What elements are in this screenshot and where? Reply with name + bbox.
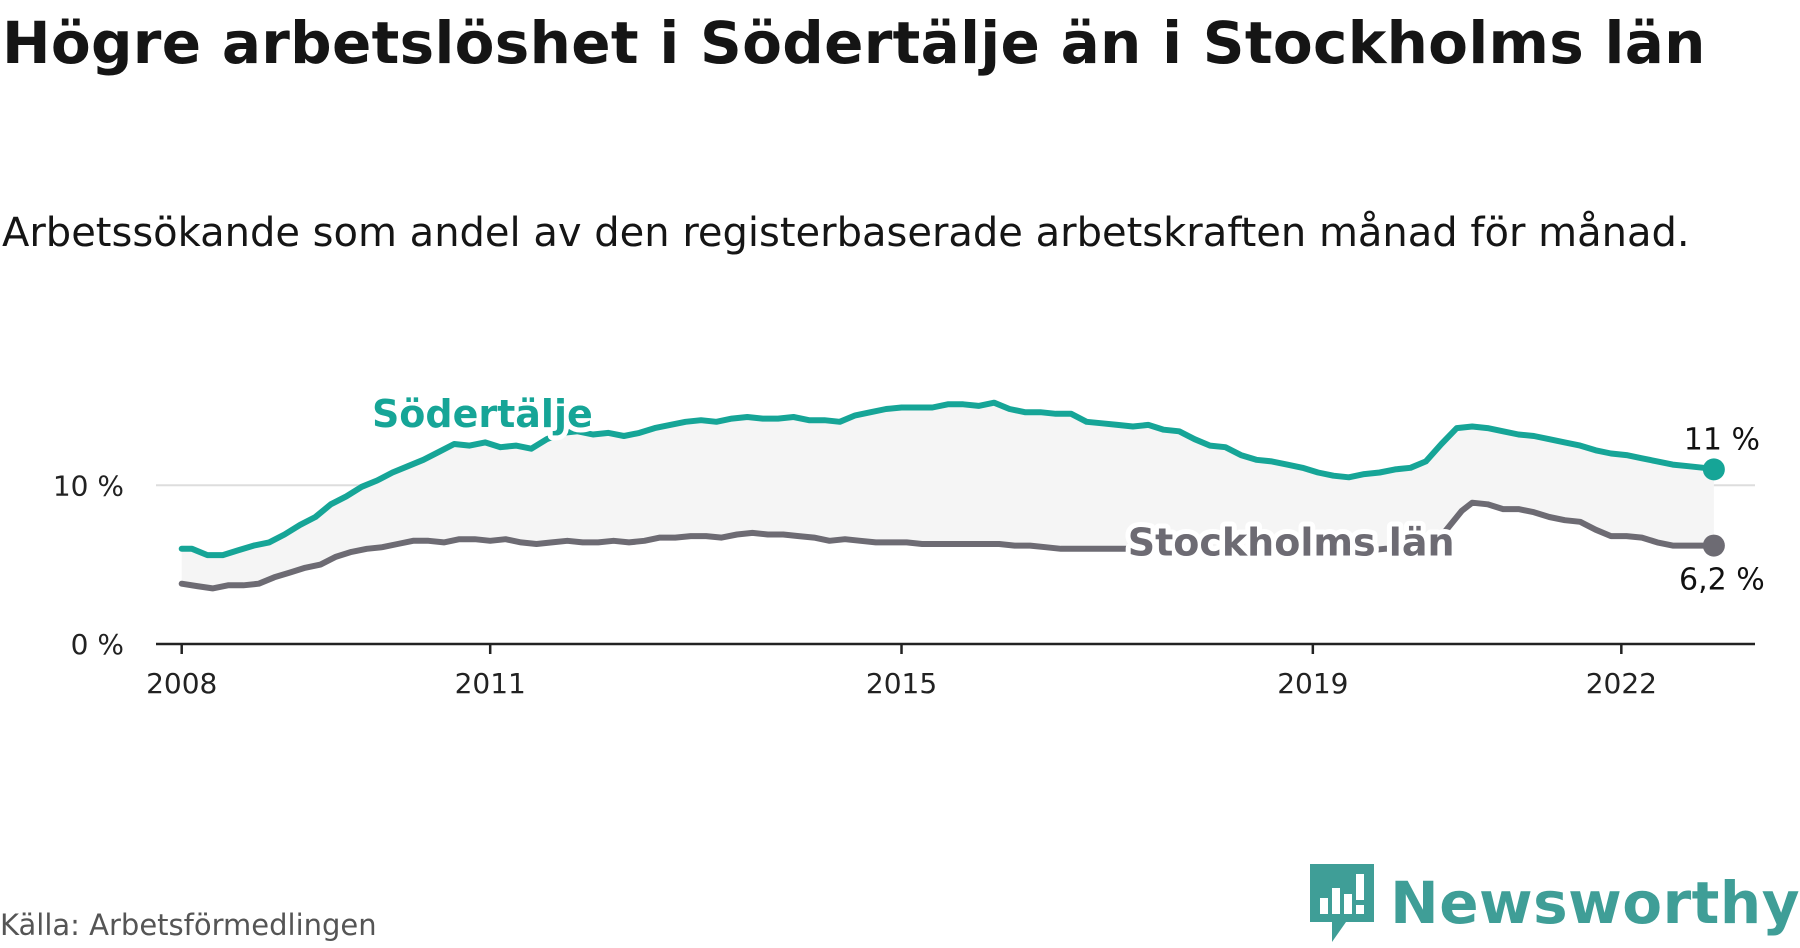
y-tick-label-0: 0 %	[71, 628, 124, 661]
brand-name: Newsworthy	[1390, 869, 1800, 937]
series-end-marker-1	[1702, 534, 1725, 557]
chart-subtitle: Arbetssökande som andel av den registerb…	[2, 210, 1690, 256]
gap-band	[181, 402, 1714, 589]
series-label-1: Stockholms län	[1128, 520, 1455, 564]
source-note: Källa: Arbetsförmedlingen	[0, 908, 377, 942]
chart-title: Högre arbetslöshet i Södertälje än i Sto…	[2, 9, 1706, 77]
series-end-marker-0	[1702, 458, 1725, 481]
series-line-1	[178, 499, 1717, 592]
series-layer	[178, 399, 1725, 592]
series-line-0	[178, 399, 1717, 559]
x-axis: 2008 2011 2015 2019 2022	[146, 642, 1755, 700]
series-end-label-0: 11 %	[1684, 422, 1760, 457]
series-label-0: Södertälje	[372, 392, 593, 436]
x-tick-label-1: 2011	[455, 667, 526, 700]
gap-band-layer	[181, 402, 1714, 589]
series-end-label-1: 6,2 %	[1679, 563, 1765, 598]
newsworthy-logo-icon	[1310, 864, 1375, 942]
x-tick-label-2: 2015	[866, 667, 937, 700]
line-chart: 0 % 10 % 2008 2011 2015 2019 2022 11 % Södertä…	[53, 390, 1765, 700]
label-layer: 11 % Södertälje 6,2 % Stockholms län	[367, 390, 1765, 598]
brand-logo[interactable]: Newsworthy	[1306, 860, 1800, 946]
x-tick-label-3: 2019	[1277, 667, 1348, 700]
y-tick-label-1: 10 %	[53, 469, 124, 502]
x-tick-label-0: 2008	[146, 667, 217, 700]
x-tick-label-4: 2022	[1586, 667, 1657, 700]
